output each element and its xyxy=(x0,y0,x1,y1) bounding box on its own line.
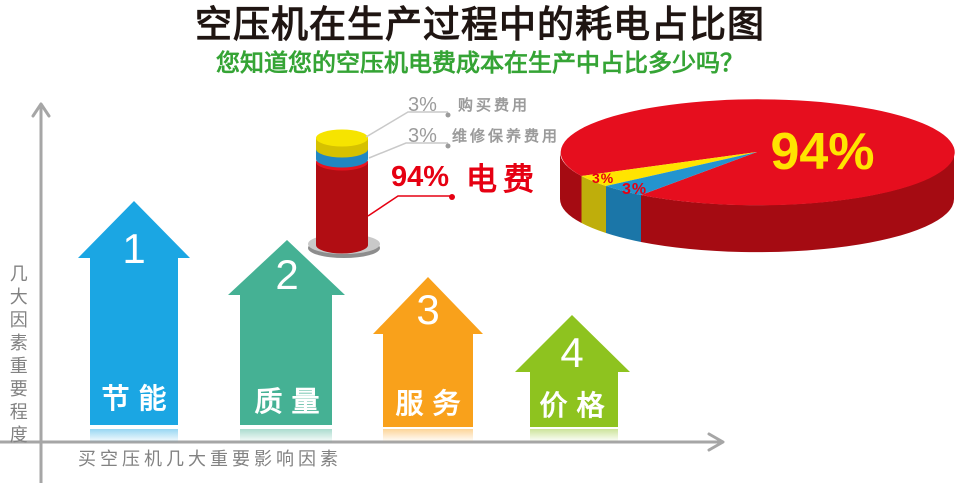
cylinder-label-purchase-pct: 3% xyxy=(408,94,437,116)
pie-slice-maintenance-top xyxy=(606,152,757,195)
leader-dot-maintenance xyxy=(445,143,451,149)
cylinder-label-purchase-name: 购买费用 xyxy=(458,97,531,114)
leader-lines xyxy=(365,111,455,217)
arrow-up-shape-quality xyxy=(228,240,345,425)
cost-pie-chart xyxy=(560,99,955,253)
arrow-rank-service: 3 xyxy=(416,286,440,333)
leader-dot-electricity xyxy=(449,194,455,200)
arrow-label-quality: 质量 xyxy=(254,386,329,417)
pie-slice-purchase-top xyxy=(581,152,757,186)
page-subtitle: 您知道您的空压机电费成本在生产中占比多少吗？ xyxy=(216,50,744,77)
pie-label-electricity-pct: 94% xyxy=(770,123,875,181)
y-axis-label: 几大因素重要程度 xyxy=(7,264,28,448)
arrow-label-price: 价格 xyxy=(539,390,614,421)
arrow-label-energy-saving: 节能 xyxy=(101,383,176,414)
factor-arrows xyxy=(78,201,630,427)
arrow-rank-energy-saving: 1 xyxy=(122,225,146,272)
leader-line-purchase xyxy=(365,111,448,138)
arrow-2-reflection xyxy=(240,429,332,443)
page-title: 空压机在生产过程中的耗电占比图 xyxy=(195,4,765,45)
pie-side-red-left xyxy=(560,152,582,223)
pie-side-red-main xyxy=(641,152,955,253)
arrow-1-reflection xyxy=(90,429,178,443)
cylinder-red-segment xyxy=(316,162,368,245)
y-axis-arrowhead-icon xyxy=(31,102,51,118)
arrow-up-shape-price xyxy=(515,315,630,427)
cylinder-label-electricity-pct: 94% xyxy=(391,161,450,193)
cylinder-top-face xyxy=(316,129,368,147)
pie-side-blue xyxy=(606,186,641,242)
arrow-rank-quality: 2 xyxy=(275,251,299,298)
cost-cylinder xyxy=(308,129,380,258)
cylinder-label-maintenance-pct: 3% xyxy=(408,125,437,147)
arrow-3-reflection xyxy=(383,429,473,442)
arrow-rank-price: 4 xyxy=(560,329,584,376)
arrow-up-shape-energy-saving xyxy=(78,201,190,425)
cylinder-label-electricity-name: 电费 xyxy=(466,162,540,197)
x-axis-arrowhead-icon xyxy=(707,432,725,452)
leader-line-electricity xyxy=(367,195,450,217)
leader-line-maintenance xyxy=(368,142,448,159)
arrow-label-service: 服务 xyxy=(395,388,470,419)
x-axis-label: 买空压机几大重要影响因素 xyxy=(78,449,342,469)
arrow-4-reflection xyxy=(530,429,618,442)
pie-label-purchase-pct: 3% xyxy=(592,170,615,186)
pie-side-yellow xyxy=(581,176,606,233)
arrow-reflections xyxy=(90,429,618,443)
pie-label-maintenance-pct: 3% xyxy=(622,181,648,198)
leader-dot-purchase xyxy=(445,112,451,118)
cylinder-label-maintenance-name: 维修保养费用 xyxy=(452,128,561,145)
arrow-up-shape-service xyxy=(373,277,483,427)
pie-slice-electricity-top xyxy=(560,99,955,206)
